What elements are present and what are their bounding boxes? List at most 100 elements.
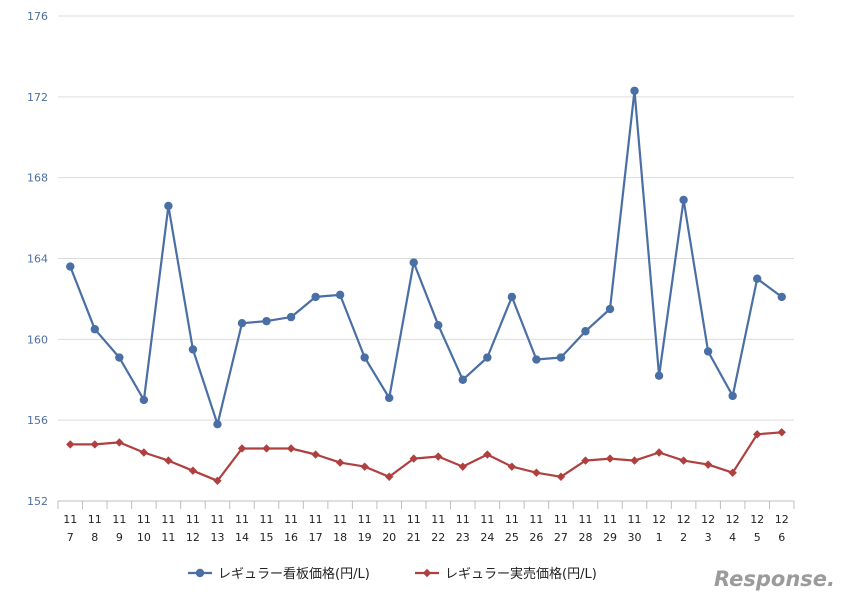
x-tick-day: 21 bbox=[407, 531, 421, 544]
x-tick-month: 12 bbox=[750, 513, 764, 526]
y-tick-label: 172 bbox=[27, 91, 48, 104]
data-point bbox=[213, 476, 222, 485]
x-tick-month: 11 bbox=[112, 513, 126, 526]
data-point bbox=[483, 450, 492, 459]
data-point bbox=[703, 460, 713, 469]
legend-item-1: レギュラー看板価格(円/L) bbox=[188, 566, 370, 582]
legend-marker bbox=[195, 568, 205, 578]
data-point bbox=[262, 316, 271, 326]
legend-label: レギュラー看板価格(円/L) bbox=[218, 566, 370, 582]
data-point bbox=[409, 258, 418, 267]
data-point bbox=[434, 452, 443, 461]
data-point bbox=[679, 456, 688, 465]
x-tick-day: 11 bbox=[161, 531, 175, 544]
x-tick-month: 11 bbox=[284, 513, 298, 526]
x-tick-day: 30 bbox=[628, 531, 642, 544]
data-point bbox=[262, 444, 271, 453]
x-tick-month: 11 bbox=[63, 513, 77, 526]
x-tick-day: 2 bbox=[680, 531, 687, 544]
data-point bbox=[777, 428, 786, 437]
x-tick-month: 11 bbox=[554, 513, 568, 526]
x-tick-day: 19 bbox=[358, 531, 372, 544]
x-tick-month: 12 bbox=[677, 513, 691, 526]
y-tick-label: 156 bbox=[27, 414, 48, 427]
data-point bbox=[139, 395, 149, 405]
x-tick-day: 7 bbox=[67, 531, 74, 544]
watermark-text: Response. bbox=[714, 567, 835, 591]
x-tick-month: 11 bbox=[260, 513, 274, 526]
data-point bbox=[188, 466, 198, 475]
data-point bbox=[728, 391, 737, 401]
data-point bbox=[286, 312, 296, 322]
x-tick-day: 8 bbox=[91, 531, 98, 544]
series-1 bbox=[66, 86, 786, 429]
data-point bbox=[654, 371, 664, 380]
x-tick-day: 15 bbox=[260, 531, 274, 544]
x-tick-month: 12 bbox=[701, 513, 715, 526]
x-tick-day: 18 bbox=[333, 531, 347, 544]
y-tick-label: 176 bbox=[27, 10, 48, 23]
data-point bbox=[703, 347, 713, 356]
series-group bbox=[66, 86, 786, 485]
data-point bbox=[777, 292, 786, 302]
x-tick-month: 11 bbox=[210, 513, 224, 526]
legend-marker bbox=[422, 568, 432, 578]
x-tick-month: 11 bbox=[603, 513, 617, 526]
series-2 bbox=[66, 428, 786, 485]
x-tick-month: 11 bbox=[309, 513, 323, 526]
x-tick-day: 29 bbox=[603, 531, 617, 544]
data-point bbox=[458, 462, 467, 471]
data-point bbox=[556, 472, 566, 481]
data-point bbox=[139, 448, 149, 457]
data-point bbox=[237, 318, 247, 328]
x-tick-day: 9 bbox=[116, 531, 123, 544]
y-tick-label: 160 bbox=[27, 333, 48, 346]
x-tick-day: 12 bbox=[186, 531, 200, 544]
x-tick-month: 11 bbox=[235, 513, 249, 526]
data-point bbox=[385, 393, 394, 403]
data-point bbox=[753, 274, 762, 283]
data-point bbox=[654, 448, 664, 457]
y-tick-label: 164 bbox=[27, 253, 48, 266]
data-point bbox=[385, 472, 394, 481]
x-tick-day: 27 bbox=[554, 531, 568, 544]
data-point bbox=[605, 454, 615, 463]
x-tick-month: 11 bbox=[628, 513, 642, 526]
x-tick-month: 11 bbox=[137, 513, 151, 526]
data-point bbox=[360, 462, 369, 471]
data-point bbox=[311, 292, 320, 302]
watermark: Response. bbox=[714, 567, 835, 591]
data-point bbox=[115, 353, 124, 362]
x-tick-day: 10 bbox=[137, 531, 151, 544]
grid-lines bbox=[58, 15, 794, 502]
x-tick-month: 11 bbox=[578, 513, 592, 526]
x-tick-month: 12 bbox=[726, 513, 740, 526]
x-tick-day: 20 bbox=[382, 531, 396, 544]
x-tick-month: 11 bbox=[529, 513, 543, 526]
x-tick-day: 17 bbox=[309, 531, 323, 544]
data-point bbox=[556, 353, 566, 362]
legend-item-2: レギュラー実売価格(円/L) bbox=[415, 566, 597, 582]
data-point bbox=[66, 262, 75, 271]
x-tick-month: 11 bbox=[161, 513, 175, 526]
series-line bbox=[69, 89, 783, 426]
data-point bbox=[507, 292, 517, 302]
data-point bbox=[335, 458, 345, 467]
x-tick-day: 28 bbox=[578, 531, 592, 544]
x-tick-day: 22 bbox=[431, 531, 445, 544]
data-point bbox=[630, 86, 639, 95]
data-point bbox=[164, 201, 173, 211]
y-axis: 152 156 160 164 168 172 176 bbox=[27, 10, 48, 508]
x-tick-day: 3 bbox=[705, 531, 712, 544]
data-point bbox=[581, 327, 590, 336]
data-point bbox=[483, 353, 492, 362]
x-tick-month: 12 bbox=[775, 513, 789, 526]
y-tick-label: 152 bbox=[27, 495, 48, 508]
data-point bbox=[286, 444, 296, 453]
x-tick-day: 24 bbox=[480, 531, 494, 544]
x-tick-day: 1 bbox=[656, 531, 663, 544]
x-tick-month: 11 bbox=[333, 513, 347, 526]
data-point bbox=[115, 438, 124, 447]
data-point bbox=[507, 462, 517, 471]
x-tick-month: 11 bbox=[88, 513, 102, 526]
